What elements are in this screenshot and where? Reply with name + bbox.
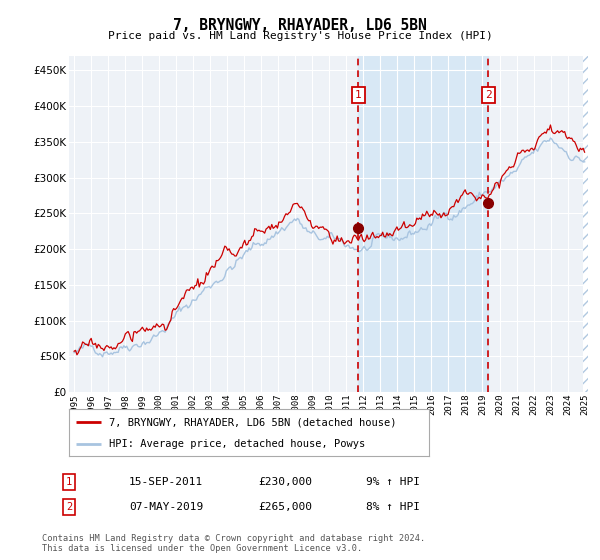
Text: 15-SEP-2011: 15-SEP-2011 xyxy=(129,477,203,487)
Bar xyxy=(358,56,488,392)
Text: Price paid vs. HM Land Registry's House Price Index (HPI): Price paid vs. HM Land Registry's House … xyxy=(107,31,493,41)
Text: £230,000: £230,000 xyxy=(258,477,312,487)
Text: Contains HM Land Registry data © Crown copyright and database right 2024.
This d: Contains HM Land Registry data © Crown c… xyxy=(42,534,425,553)
Text: HPI: Average price, detached house, Powys: HPI: Average price, detached house, Powy… xyxy=(109,439,365,449)
Text: 7, BRYNGWY, RHAYADER, LD6 5BN (detached house): 7, BRYNGWY, RHAYADER, LD6 5BN (detached … xyxy=(109,417,396,427)
Text: 2: 2 xyxy=(485,90,492,100)
Bar xyxy=(583,56,593,392)
Bar xyxy=(583,56,593,392)
Text: 1: 1 xyxy=(66,477,72,487)
Text: 7, BRYNGWY, RHAYADER, LD6 5BN: 7, BRYNGWY, RHAYADER, LD6 5BN xyxy=(173,18,427,32)
Text: 2: 2 xyxy=(66,502,72,512)
Text: £265,000: £265,000 xyxy=(258,502,312,512)
Text: 9% ↑ HPI: 9% ↑ HPI xyxy=(366,477,420,487)
Text: 07-MAY-2019: 07-MAY-2019 xyxy=(129,502,203,512)
Text: 8% ↑ HPI: 8% ↑ HPI xyxy=(366,502,420,512)
Text: 1: 1 xyxy=(355,90,362,100)
